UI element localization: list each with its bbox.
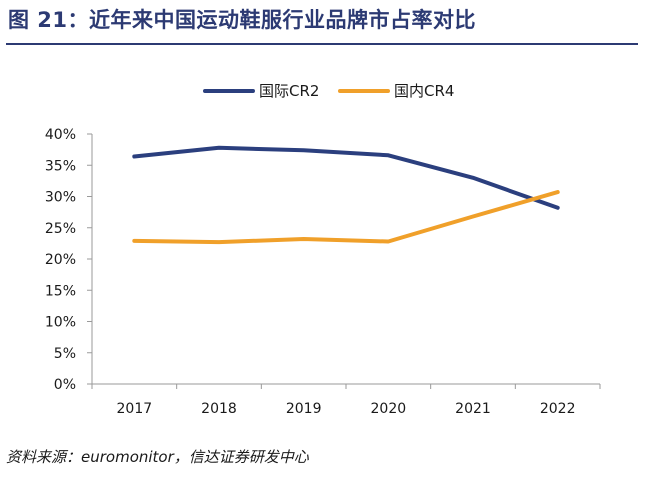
y-tick-label: 35% (45, 158, 76, 174)
line-chart: 国际CR2 国内CR4 0% 5% 10% 15% 20% 25% 30% 35% 40% 201… (45, 82, 601, 417)
series-layer (132, 145, 560, 245)
x-tick-label: 2017 (117, 401, 153, 417)
x-tick-label: 2020 (371, 401, 407, 417)
x-tick-label: 2022 (540, 401, 576, 417)
y-tick-label: 5% (54, 346, 76, 362)
y-tick-label: 15% (45, 283, 76, 299)
y-tick-label: 10% (45, 315, 76, 331)
title-divider (6, 43, 638, 45)
y-tick-label: 25% (45, 221, 76, 237)
x-tick-label: 2021 (455, 401, 491, 417)
legend-label-1: 国内CR4 (394, 82, 454, 100)
y-axis: 0% 5% 10% 15% 20% 25% 30% 35% 40% (45, 127, 93, 393)
x-axis: 2017 2018 2019 2020 2021 2022 (91, 383, 601, 417)
y-tick-label: 40% (45, 127, 76, 143)
series-line-1 (132, 190, 560, 245)
y-tick-label: 30% (45, 190, 76, 206)
x-tick-label: 2019 (286, 401, 322, 417)
figure-title: 图 21：近年来中国运动鞋服行业品牌市占率对比 (8, 8, 477, 32)
x-tick-label: 2018 (201, 401, 237, 417)
series-line-0 (132, 145, 560, 210)
legend-label-0: 国际CR2 (259, 82, 319, 100)
y-tick-label: 0% (54, 377, 76, 393)
chart-legend: 国际CR2 国内CR4 (203, 82, 454, 100)
y-tick-label: 20% (45, 252, 76, 268)
source-note: 资料来源：euromonitor，信达证券研发中心 (6, 448, 309, 466)
